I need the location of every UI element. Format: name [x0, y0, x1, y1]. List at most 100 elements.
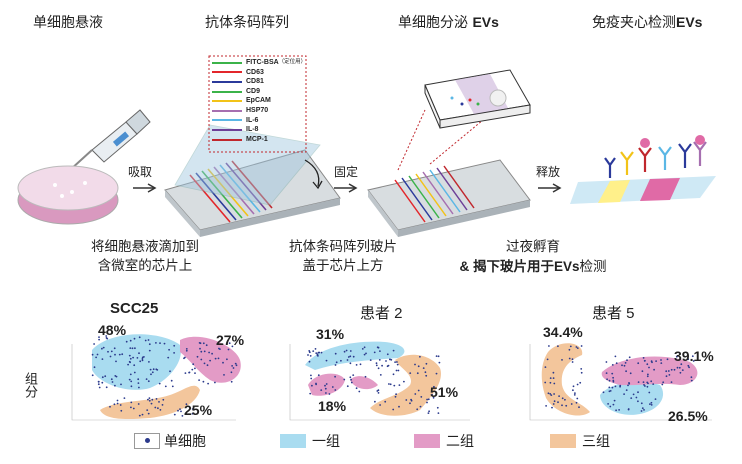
single-cell-dot	[199, 347, 201, 350]
single-cell-dot	[576, 347, 579, 349]
panel-3-pct-orange: 34.4%	[543, 324, 583, 340]
single-cell-dot	[98, 336, 100, 338]
single-cell-dot	[419, 405, 422, 408]
single-cell-dot	[222, 361, 224, 364]
single-cell-dot	[572, 385, 575, 388]
barcode-color-line	[212, 80, 242, 83]
single-cell-dot	[128, 354, 131, 357]
barcode-legend-label: CD63	[246, 68, 264, 76]
legend-group2-swatch	[414, 434, 440, 448]
legend-single-cell-label: 单细胞	[164, 434, 206, 450]
y-axis-label: 组分	[22, 372, 37, 398]
legend-group1-swatch	[280, 434, 306, 448]
single-cell-dot	[625, 389, 628, 391]
single-cell-dot	[147, 380, 150, 383]
single-cell-dot	[228, 342, 231, 345]
single-cell-dot	[121, 353, 124, 356]
caption-step-1: 将细胞悬液滴加到 含微室的芯片上	[91, 239, 199, 274]
single-cell-dot	[650, 401, 653, 404]
single-cell-dot	[101, 347, 103, 350]
single-cell-dot	[572, 389, 574, 392]
single-cell-dot	[385, 360, 387, 362]
single-cell-dot	[630, 397, 633, 399]
single-cell-dot-icon	[144, 438, 150, 443]
single-cell-dot	[145, 378, 148, 380]
single-cell-dot	[116, 399, 119, 402]
single-cell-dot	[545, 405, 547, 407]
barcode-color-line	[212, 71, 242, 74]
single-cell-dot	[653, 368, 655, 371]
single-cell-dot	[437, 355, 440, 358]
single-cell-dot	[169, 370, 171, 373]
single-cell-dot	[553, 393, 555, 395]
single-cell-dot	[640, 410, 643, 412]
single-cell-dot	[660, 362, 663, 364]
single-cell-dot	[95, 356, 97, 359]
single-cell-dot	[425, 362, 428, 365]
single-cell-dot	[552, 371, 555, 374]
header-single-cell: 单细胞悬液	[33, 15, 103, 31]
barcode-legend-label: CD81	[246, 78, 264, 86]
single-cell-dot	[148, 399, 151, 402]
single-cell-dot	[648, 366, 650, 369]
single-cell-dot	[553, 382, 556, 385]
single-cell-dot	[232, 367, 235, 369]
barcode-legend-row: CD9	[212, 87, 308, 97]
single-cell-dot	[650, 360, 653, 363]
single-cell-dot	[681, 369, 684, 371]
single-cell-dot	[665, 375, 668, 378]
single-cell-dot	[198, 379, 201, 381]
single-cell-dot	[574, 392, 576, 394]
single-cell-dot	[173, 352, 176, 354]
single-cell-dot	[334, 352, 337, 355]
single-cell-dot	[148, 397, 151, 399]
single-cell-dot	[191, 408, 194, 410]
single-cell-dot	[618, 409, 620, 411]
single-cell-dot	[363, 346, 366, 349]
single-cell-dot	[655, 360, 657, 362]
single-cell-dot	[612, 403, 615, 406]
single-cell-dot	[355, 364, 358, 366]
single-cell-dot	[611, 386, 614, 389]
single-cell-dot	[549, 377, 552, 379]
single-cell-dot	[621, 364, 623, 367]
single-cell-dot	[571, 361, 574, 363]
single-cell-dot	[670, 381, 673, 383]
single-cell-dot	[652, 383, 655, 385]
single-cell-dot	[202, 380, 205, 383]
single-cell-dot	[393, 384, 396, 387]
single-cell-dot	[340, 359, 342, 362]
panel-2-title: 患者 2	[360, 305, 403, 322]
single-cell-dot	[392, 349, 395, 352]
single-cell-dot	[688, 366, 690, 369]
single-cell-dot	[424, 371, 427, 374]
single-cell-dot	[650, 404, 653, 406]
barcode-legend-label: MCP-1	[246, 135, 268, 143]
single-cell-dot	[667, 370, 670, 372]
panel-3-title: 患者 5	[592, 305, 635, 322]
single-cell-dot	[312, 350, 315, 352]
single-cell-dot	[352, 374, 355, 376]
single-cell-dot	[361, 348, 364, 350]
single-cell-dot	[192, 363, 195, 366]
single-cell-dot	[625, 370, 627, 373]
single-cell-dot	[115, 360, 117, 363]
single-cell-dot	[101, 381, 104, 384]
single-cell-dot	[114, 353, 116, 356]
single-cell-dot	[628, 382, 631, 385]
single-cell-dot	[623, 393, 625, 395]
single-cell-dot	[226, 358, 228, 361]
single-cell-dot	[194, 372, 196, 374]
single-cell-dot	[637, 381, 640, 383]
single-cell-dot	[143, 356, 145, 358]
panel-3-pct-blue: 26.5%	[668, 408, 708, 424]
single-cell-dot	[640, 402, 643, 405]
single-cell-dot	[369, 359, 372, 361]
single-cell-dot	[191, 412, 194, 415]
single-cell-dot	[395, 369, 398, 372]
single-cell-dot	[438, 361, 441, 364]
single-cell-dot	[365, 352, 367, 355]
single-cell-dot	[118, 353, 121, 356]
panel-3-pct-pink: 39.1%	[674, 348, 714, 364]
single-cell-dot	[148, 349, 151, 352]
